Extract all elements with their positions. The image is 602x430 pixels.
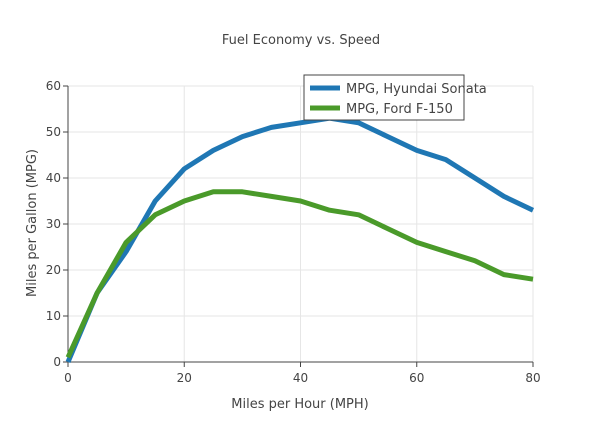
x-tick-label-40: 40 <box>293 371 308 385</box>
series-line-0 <box>65 115 535 363</box>
y-tick-label-40: 40 <box>46 171 61 185</box>
y-tick-label-30: 30 <box>46 217 61 231</box>
chart-title: Fuel Economy vs. Speed <box>222 33 380 48</box>
legend-label-hyundai-sonata: MPG, Hyundai Sonata <box>346 82 487 97</box>
series-line-1 <box>65 189 534 359</box>
gridlines <box>68 85 534 362</box>
y-tick-label-0: 0 <box>53 355 61 369</box>
legend[interactable]: MPG, Hyundai Sonata MPG, Ford F-150 <box>303 74 487 121</box>
y-tick-label-60: 60 <box>46 79 61 93</box>
tick-labels: 0 20 40 60 80 0 10 20 30 40 50 60 <box>46 79 541 385</box>
series-lines <box>65 115 535 363</box>
legend-label-ford-f150: MPG, Ford F-150 <box>346 102 453 117</box>
legend-box <box>303 74 465 121</box>
x-tick-label-20: 20 <box>177 371 192 385</box>
x-tick-label-80: 80 <box>525 371 540 385</box>
x-axis-label: Miles per Hour (MPH) <box>231 397 369 412</box>
x-tick-label-0: 0 <box>64 371 72 385</box>
y-tick-label-20: 20 <box>46 263 61 277</box>
x-tick-label-60: 60 <box>409 371 424 385</box>
y-tick-label-50: 50 <box>46 125 61 139</box>
legend-item-hyundai-sonata[interactable]: MPG, Hyundai Sonata <box>310 82 487 97</box>
y-axis-label: Miles per Gallon (MPG) <box>25 149 40 297</box>
y-tick-label-10: 10 <box>46 309 61 323</box>
legend-item-ford-f150[interactable]: MPG, Ford F-150 <box>310 102 453 117</box>
